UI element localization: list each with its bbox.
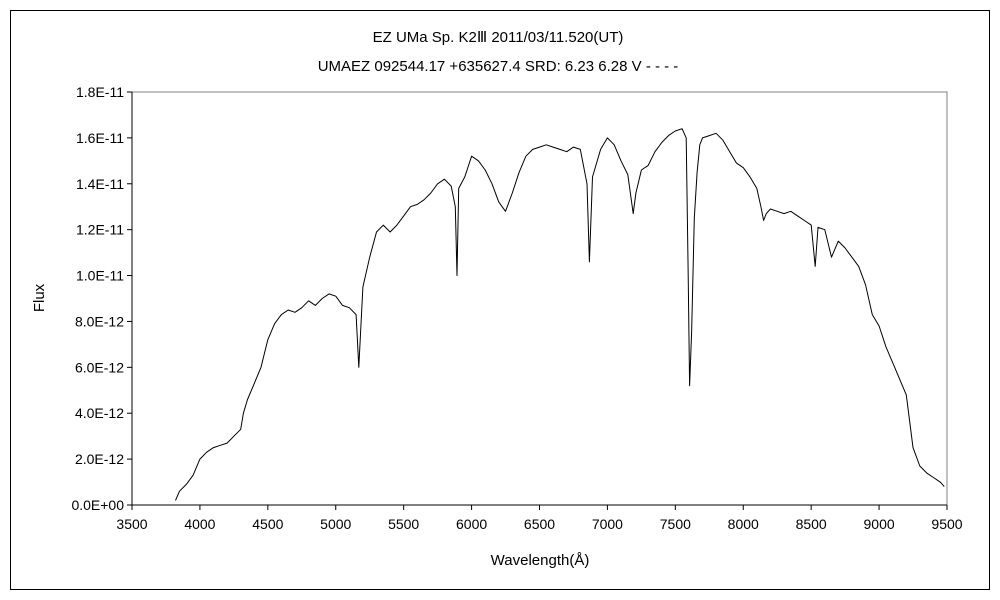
y-tick-label: 1.0E-11: [76, 268, 124, 284]
x-tick-label: 5000: [320, 516, 351, 532]
x-tick-label: 5500: [388, 516, 419, 532]
x-axis: 3500 4000 4500 5000 5500 6000 6500 7000 7500 8000…: [116, 504, 963, 532]
x-tick-label: 9000: [864, 516, 895, 532]
x-tick-label: 3500: [116, 516, 147, 532]
x-tick-label: 4500: [252, 516, 283, 532]
chart-subtitle: UMAEZ 092544.17 +635627.4 SRD: 6.23 6.28…: [318, 58, 679, 75]
y-tick-label: 4.0E-12: [75, 405, 124, 421]
plot-area: [131, 91, 948, 506]
series-layer: [175, 128, 945, 501]
y-tick-label: 1.8E-11: [76, 84, 124, 100]
y-axis-label: Flux: [31, 283, 48, 312]
x-tick-label: 9500: [931, 516, 962, 532]
y-tick-label: 8.0E-12: [75, 313, 124, 329]
y-tick-label: 1.6E-11: [76, 130, 124, 146]
x-tick-label: 7000: [592, 516, 623, 532]
y-tick-label: 1.4E-11: [76, 176, 124, 192]
y-tick-label: 0.0E+00: [71, 497, 124, 513]
x-tick-label: 6500: [524, 516, 555, 532]
x-tick-label: 8000: [728, 516, 759, 532]
x-tick-label: 8500: [796, 516, 827, 532]
x-tick-label: 7500: [660, 516, 691, 532]
chart-title: EZ UMa Sp. K2Ⅲ 2011/03/11.520(UT): [373, 29, 624, 46]
x-tick-label: 4000: [184, 516, 215, 532]
y-tick-label: 1.2E-11: [76, 222, 124, 238]
x-axis-label: Wavelength(Å): [491, 552, 590, 569]
y-axis: 0.0E+00 2.0E-12 4.0E-12 6.0E-12 8.0E-12 1.0E-…: [71, 84, 133, 513]
y-tick-label: 2.0E-12: [75, 451, 124, 467]
x-tick-label: 6000: [456, 516, 487, 532]
spectrum-line: [175, 128, 945, 501]
y-tick-label: 6.0E-12: [75, 359, 124, 375]
